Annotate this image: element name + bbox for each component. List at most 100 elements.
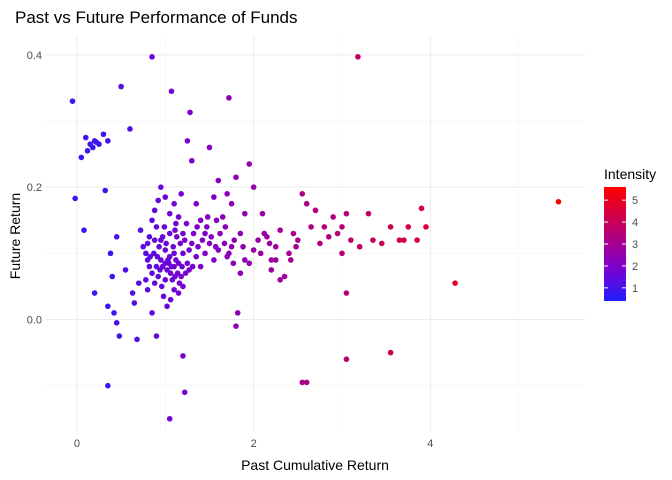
data-point [343,290,350,296]
y-tick-label: 0.2 [27,182,42,194]
data-point [154,253,161,260]
data-point [299,379,306,386]
data-point [231,237,238,243]
data-point [555,198,562,205]
data-point [257,250,264,257]
data-point [348,237,354,243]
data-point [266,240,273,247]
data-point [155,197,162,204]
data-point [173,234,180,240]
data-point [122,267,129,273]
x-tick-label: 0 [74,438,80,450]
legend-title: Intensity [604,166,656,182]
data-point [199,237,206,243]
data-point [259,210,266,217]
data-point [153,224,160,230]
data-point [401,237,407,243]
data-point [178,273,184,280]
data-point [312,207,319,214]
data-point [452,280,458,286]
data-point [234,310,241,316]
data-point [164,267,170,273]
data-point [153,263,160,270]
data-point [423,224,429,230]
data-point [418,205,425,212]
data-point [181,389,188,396]
data-point [177,240,184,247]
y-tick-label: 0.0 [27,315,42,327]
data-point [212,243,219,250]
data-point [206,144,213,151]
data-point [226,250,232,257]
data-point [144,240,151,247]
data-point [118,83,124,90]
data-point [277,227,283,233]
data-point [102,187,109,194]
data-point [134,336,140,343]
data-point [334,230,341,237]
data-point [378,240,385,247]
data-point [131,300,138,306]
legend-tick-label: 3 [632,239,638,251]
legend-tick-label: 1 [632,283,638,295]
data-point [127,126,133,132]
data-point [261,230,268,237]
data-point [197,263,204,270]
data-point [208,234,215,240]
data-point [91,290,98,296]
data-point [105,382,111,389]
data-point [204,224,210,230]
data-point [339,250,345,257]
data-point [162,194,169,200]
data-point [149,217,155,224]
data-point [268,267,275,273]
x-axis-title: Past Cumulative Return [241,457,389,473]
data-point [166,415,173,422]
data-point [197,217,204,224]
data-point [167,296,174,303]
data-point [295,237,301,243]
data-point [281,273,288,280]
data-point [96,141,102,147]
data-point [158,257,164,263]
data-point [211,257,217,263]
data-point [135,280,142,286]
data-point [171,200,177,207]
data-point [343,210,350,217]
data-point [414,237,420,243]
data-point [317,240,323,247]
data-point [370,237,376,243]
data-point [224,191,230,197]
data-point [140,243,146,250]
y-tick-label: 0.4 [27,50,42,62]
data-point [183,220,190,227]
data-point [175,214,182,220]
data-point [143,277,149,283]
data-point [194,224,200,230]
data-point [211,194,217,200]
data-point [186,267,192,273]
data-point [175,260,182,267]
data-point [165,257,171,263]
data-point [180,353,186,359]
data-point [206,240,213,247]
data-point [113,320,120,326]
data-point [321,224,328,230]
data-point [156,243,162,250]
data-point [172,273,178,280]
legend-colorbar [604,187,626,301]
data-point [268,257,275,263]
data-points [69,54,562,422]
data-point [181,237,188,243]
data-point [325,234,332,240]
data-point [299,191,306,197]
y-axis-title: Future Return [7,193,23,279]
data-point [219,214,226,220]
data-point [158,283,165,290]
data-point [149,310,155,316]
data-point [272,243,279,250]
data-point [233,323,239,329]
data-point [172,227,178,233]
data-point [151,207,158,214]
